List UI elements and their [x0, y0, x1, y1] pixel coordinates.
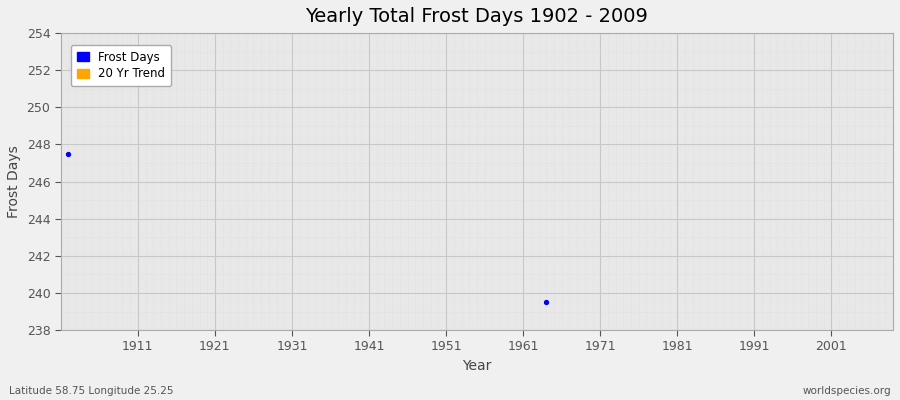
Text: worldspecies.org: worldspecies.org: [803, 386, 891, 396]
Point: [61, 150, 76, 157]
Text: Latitude 58.75 Longitude 25.25: Latitude 58.75 Longitude 25.25: [9, 386, 174, 396]
X-axis label: Year: Year: [463, 359, 491, 373]
Point: [539, 299, 554, 306]
Legend: Frost Days, 20 Yr Trend: Frost Days, 20 Yr Trend: [71, 45, 171, 86]
Y-axis label: Frost Days: Frost Days: [7, 145, 21, 218]
Title: Yearly Total Frost Days 1902 - 2009: Yearly Total Frost Days 1902 - 2009: [305, 7, 648, 26]
